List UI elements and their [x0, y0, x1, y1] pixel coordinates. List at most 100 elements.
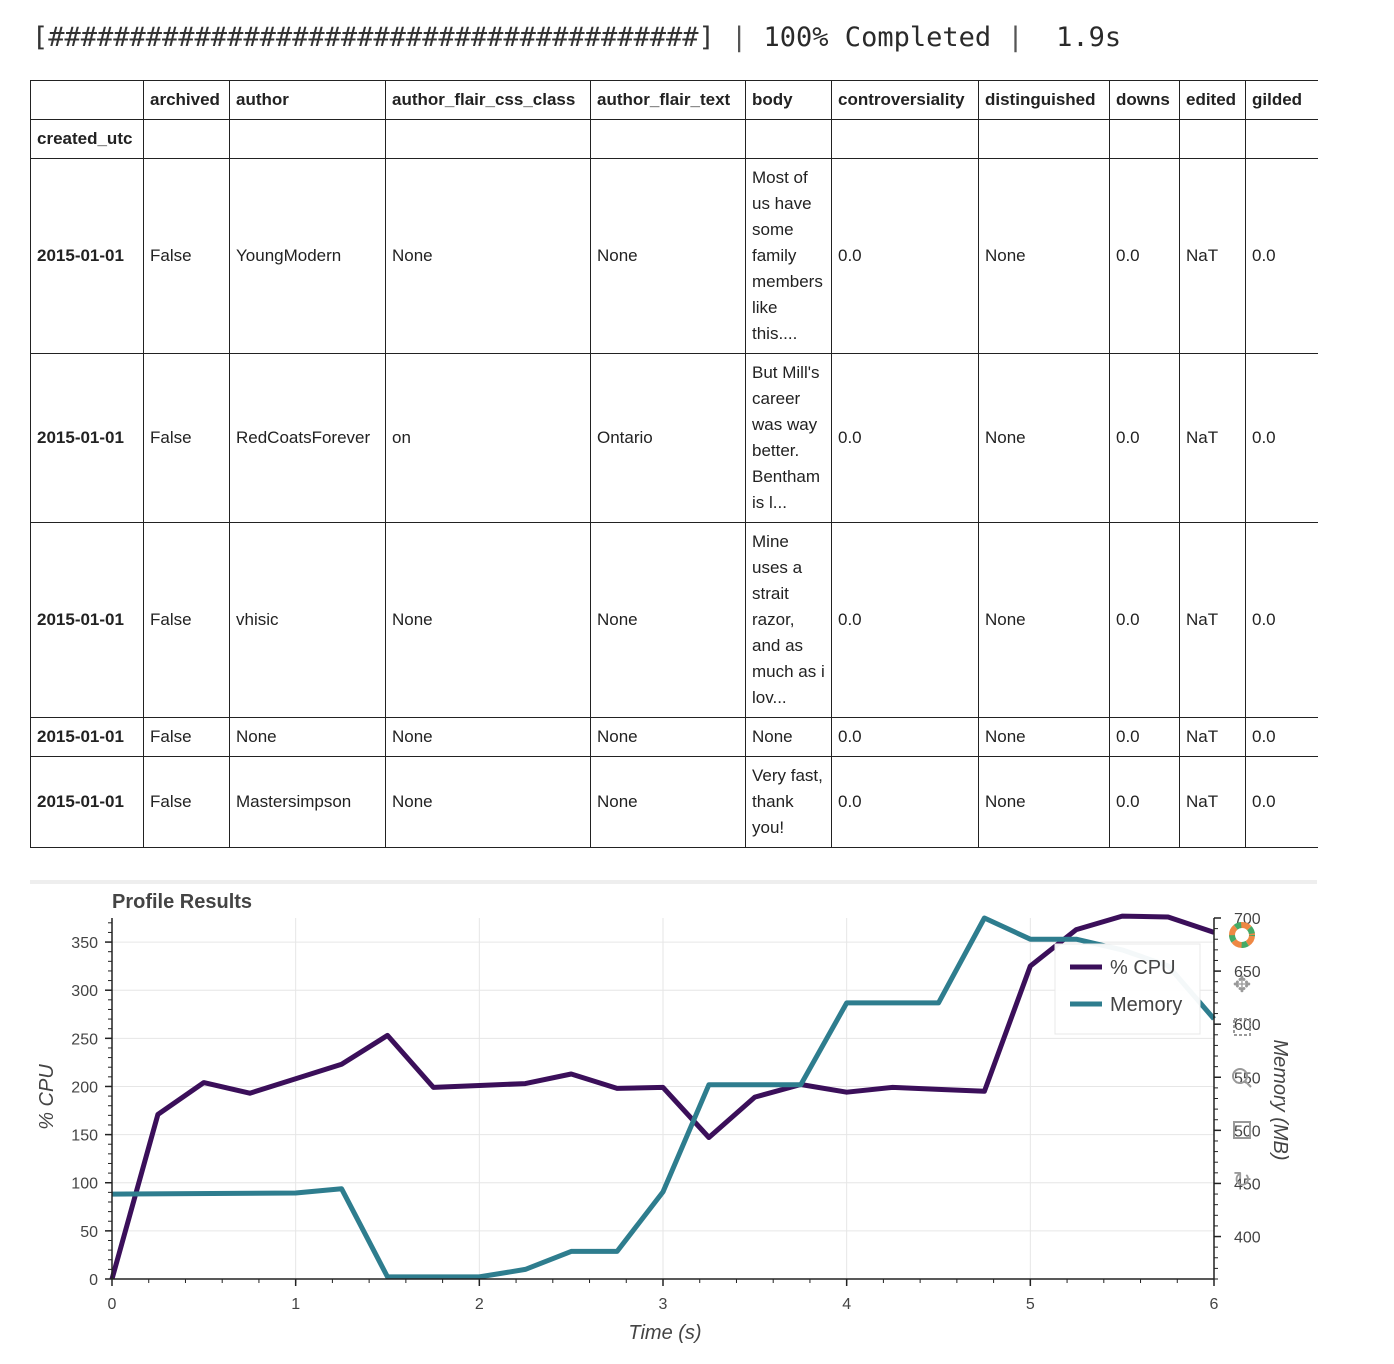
dataframe-table: archived author author_flair_css_class a… — [30, 80, 1318, 848]
x-tick-label: 5 — [1026, 1296, 1035, 1313]
table-cell: 0.0 — [1109, 353, 1180, 523]
legend-label-cpu: % CPU — [1110, 957, 1176, 979]
y-axis-label: % CPU — [36, 1064, 58, 1130]
grid-lines — [111, 918, 1215, 1280]
column-header: archived — [143, 80, 230, 120]
table-cell: 0.0 — [831, 158, 979, 354]
row-index: 2015-01-01 — [30, 353, 144, 523]
bokeh-logo-icon[interactable] — [1222, 915, 1262, 955]
column-header: downs — [1109, 80, 1180, 120]
table-cell: NaT — [1179, 158, 1246, 354]
x-tick-label: 1 — [291, 1296, 300, 1313]
y-tick-label: 250 — [71, 1031, 98, 1048]
table-cell: RedCoatsForever — [229, 353, 386, 523]
axes: 0 1 2 3 4 5 6050100150200250300350400450500550… — [71, 911, 1261, 1313]
y2-tick-label: 600 — [1234, 1017, 1261, 1034]
column-header: body — [745, 80, 832, 120]
table-cell: 0.0 — [1245, 717, 1318, 757]
column-header: author_flair_css_class — [385, 80, 591, 120]
y-tick-label: 0 — [89, 1272, 98, 1289]
chart-title: Profile Results — [112, 891, 252, 913]
y-tick-label: 350 — [71, 935, 98, 952]
table-cell: None — [590, 756, 746, 848]
progress-separator: | — [1007, 22, 1024, 53]
profile-chart[interactable]: Profile Results 0 1 2 3 4 5 6 0 50 100 150 200 250 30… — [0, 885, 1394, 1364]
pan-icon[interactable]: ✥ — [1232, 972, 1252, 997]
progress-percent: 100% Completed — [763, 22, 992, 53]
table-cell-body: Most of us have some family members like… — [745, 158, 832, 354]
table-cell: False — [143, 756, 230, 848]
table-cell: None — [229, 717, 386, 757]
y2-tick-label: 400 — [1234, 1230, 1261, 1247]
table-cell: None — [590, 522, 746, 718]
series-line-cpu — [109, 913, 1215, 1280]
table-cell: None — [590, 158, 746, 354]
progress-hashes: [#######################################… — [32, 22, 715, 53]
y-tick-label: 50 — [80, 1224, 98, 1241]
table-cell: NaT — [1179, 353, 1246, 523]
header-row: archived author author_flair_css_class a… — [30, 80, 1318, 120]
table-cell: None — [385, 158, 591, 354]
table-cell-body: Mine uses a strait razor, and as much as… — [745, 522, 832, 718]
chart-legend: % CPU Memory — [1054, 943, 1201, 1035]
column-header: author_flair_text — [590, 80, 746, 120]
x-tick-label: 4 — [842, 1296, 851, 1313]
table-row: 2015-01-01 False Mastersimpson None None… — [30, 756, 1318, 848]
table-cell: 0.0 — [1245, 353, 1318, 523]
table-cell: NaT — [1179, 756, 1246, 848]
progress-elapsed: 1.9s — [1056, 22, 1122, 53]
series-lines — [109, 913, 1216, 1280]
table-cell: None — [385, 756, 591, 848]
progress-bar: [#######################################… — [32, 22, 1121, 53]
table-cell: None — [978, 717, 1110, 757]
table-cell: NaT — [1179, 717, 1246, 757]
table-cell: 0.0 — [831, 353, 979, 523]
row-index: 2015-01-01 — [30, 717, 144, 757]
table-cell: NaT — [1179, 522, 1246, 718]
table-cell: 0.0 — [1109, 158, 1180, 354]
table-cell: 0.0 — [1245, 756, 1318, 848]
y2-tick-label: 500 — [1234, 1123, 1261, 1140]
column-header: gilded — [1245, 80, 1318, 120]
table-cell: 0.0 — [1109, 756, 1180, 848]
table-cell: False — [143, 717, 230, 757]
table-cell: None — [978, 522, 1110, 718]
table-row: 2015-01-01 False YoungModern None None M… — [30, 158, 1318, 354]
y2-tick-label: 450 — [1234, 1176, 1261, 1193]
table-cell: on — [385, 353, 591, 523]
table-row: 2015-01-01 False RedCoatsForever on Onta… — [30, 353, 1318, 523]
x-tick-label: 0 — [108, 1296, 117, 1313]
table-cell: None — [590, 717, 746, 757]
table-cell: None — [978, 158, 1110, 354]
row-index: 2015-01-01 — [30, 522, 144, 718]
table-cell-body: None — [745, 717, 832, 757]
table-cell: 0.0 — [831, 756, 979, 848]
table-cell: 0.0 — [1109, 717, 1180, 757]
table-row: 2015-01-01 False None None None None 0.0… — [30, 717, 1318, 757]
table-row: 2015-01-01 False vhisic None None Mine u… — [30, 522, 1318, 718]
progress-separator: | — [731, 22, 748, 53]
row-index: 2015-01-01 — [30, 756, 144, 848]
output-divider — [30, 880, 1317, 884]
x-tick-label: 2 — [475, 1296, 484, 1313]
table-cell: 0.0 — [1109, 522, 1180, 718]
box-select-icon[interactable] — [1222, 1110, 1262, 1150]
x-tick-label: 6 — [1210, 1296, 1219, 1313]
table-cell: 0.0 — [1245, 158, 1318, 354]
table-cell: vhisic — [229, 522, 386, 718]
x-tick-label: 3 — [659, 1296, 668, 1313]
table-cell: Mastersimpson — [229, 756, 386, 848]
column-header: controversiality — [831, 80, 979, 120]
table-cell: None — [385, 522, 591, 718]
index-name-row: created_utc — [30, 119, 1318, 159]
wheel-zoom-icon[interactable] — [1222, 1058, 1262, 1098]
x-axis-label: Time (s) — [628, 1322, 701, 1344]
table-cell: 0.0 — [831, 522, 979, 718]
box-zoom-icon[interactable] — [1222, 1007, 1262, 1047]
table-cell: 0.0 — [1245, 522, 1318, 718]
column-header: author — [229, 80, 386, 120]
legend-label-memory: Memory — [1110, 994, 1182, 1016]
reset-icon[interactable]: ↻ — [1232, 1167, 1252, 1192]
table-cell-body: Very fast, thank you! — [745, 756, 832, 848]
table-cell: None — [978, 353, 1110, 523]
